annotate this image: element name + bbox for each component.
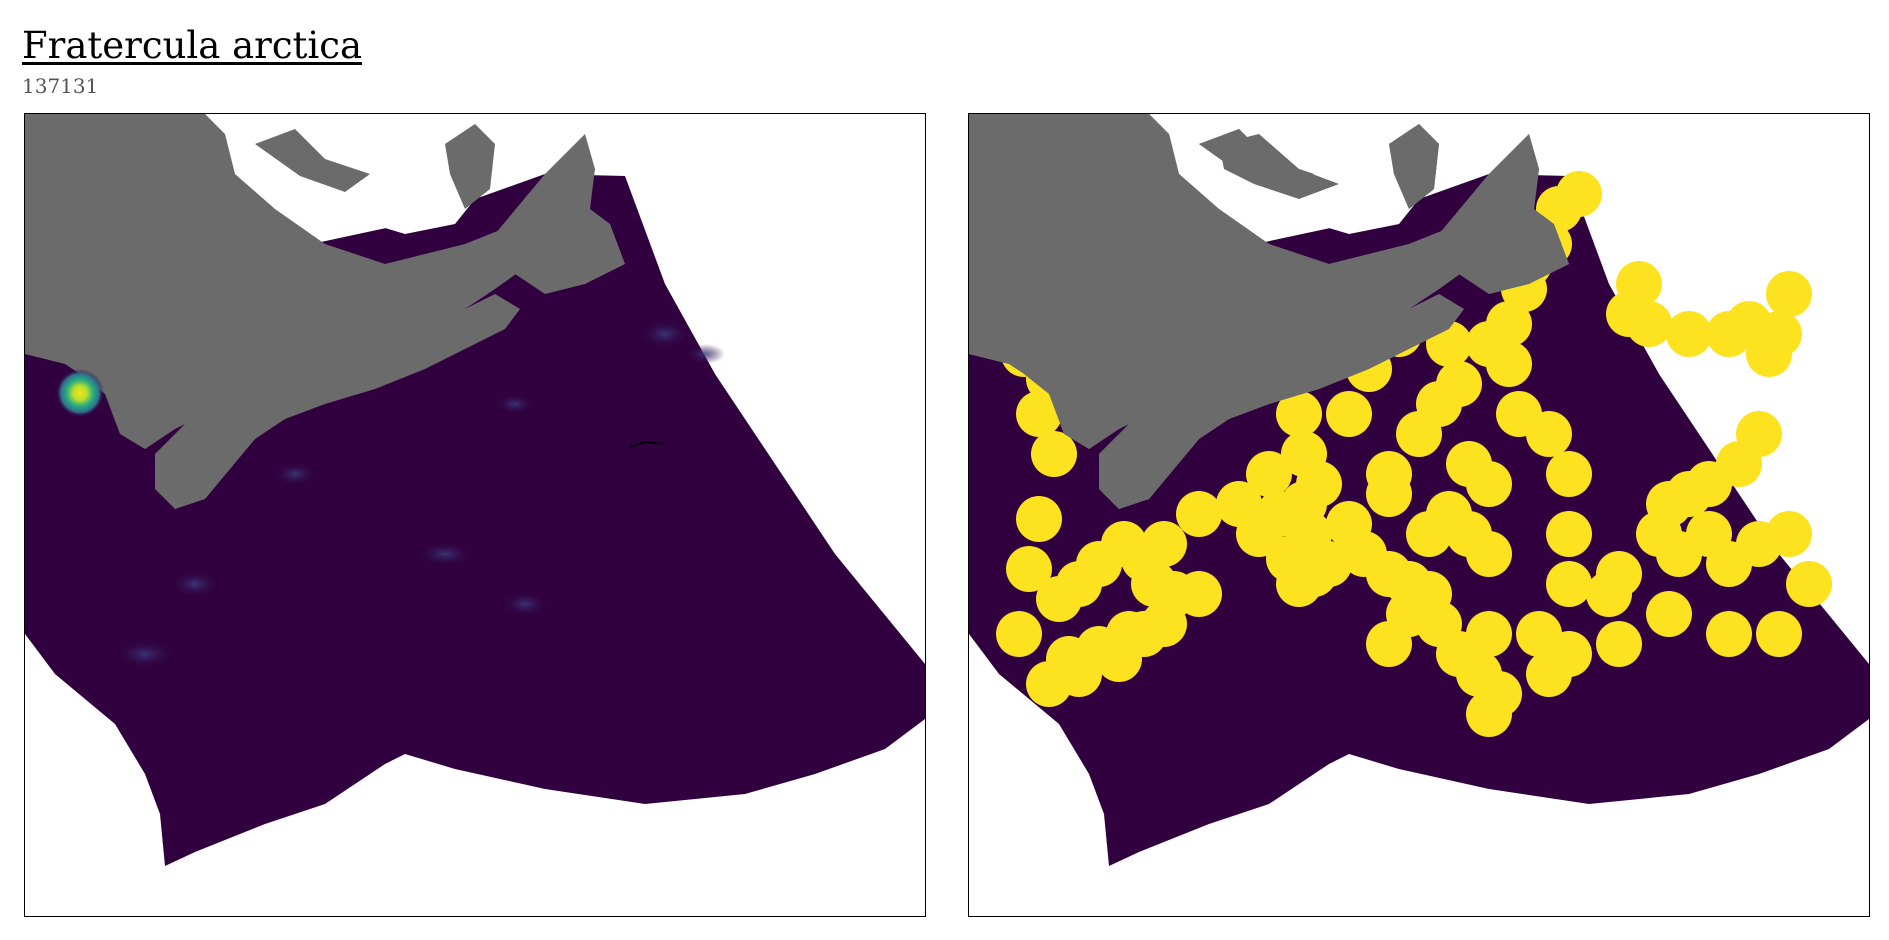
presence-buffer bbox=[1031, 431, 1077, 477]
presence-buffer bbox=[1756, 611, 1802, 657]
presence-buffer bbox=[1281, 431, 1327, 477]
occurrence-buffer-map bbox=[968, 113, 1870, 917]
presence-buffer bbox=[1466, 611, 1512, 657]
presence-buffer bbox=[1006, 546, 1052, 592]
mainland bbox=[25, 114, 585, 449]
presence-buffer bbox=[1596, 621, 1642, 667]
presence-buffer bbox=[1756, 311, 1802, 357]
presence-buffer bbox=[1766, 511, 1812, 557]
presence-buffer bbox=[1446, 511, 1492, 557]
northeast-island bbox=[495, 134, 625, 294]
presence-buffer bbox=[1786, 561, 1832, 607]
presence-buffer bbox=[1706, 611, 1752, 657]
presence-buffer bbox=[1546, 451, 1592, 497]
presence-buffer bbox=[1176, 491, 1222, 537]
peninsula bbox=[1099, 294, 1464, 509]
species-id: 137131 bbox=[22, 74, 99, 98]
presence-buffer bbox=[1666, 311, 1712, 357]
peninsula bbox=[155, 294, 520, 509]
presence-buffer bbox=[1016, 496, 1062, 542]
presence-buffer bbox=[1386, 591, 1432, 637]
presence-buffer bbox=[1766, 271, 1812, 317]
page-title: Fratercula arctica bbox=[22, 24, 363, 67]
presence-buffer bbox=[1556, 171, 1602, 217]
presence-buffer bbox=[1246, 451, 1292, 497]
presence-buffer bbox=[1646, 591, 1692, 637]
presence-buffer bbox=[1056, 651, 1102, 697]
presence-buffer bbox=[1276, 391, 1322, 437]
density-hotspot bbox=[56, 369, 104, 417]
mainland bbox=[969, 114, 1529, 449]
presence-buffer bbox=[1256, 491, 1302, 537]
presence-buffer bbox=[1121, 611, 1167, 657]
presence-buffer bbox=[1626, 301, 1672, 347]
presence-buffer bbox=[1436, 361, 1482, 407]
presence-buffer bbox=[1526, 651, 1572, 697]
presence-buffer bbox=[1141, 521, 1187, 567]
presence-buffer bbox=[1596, 551, 1642, 597]
presence-buffer bbox=[1546, 561, 1592, 607]
presence-buffer bbox=[996, 611, 1042, 657]
presence-buffer bbox=[1516, 611, 1562, 657]
presence-buffer bbox=[1466, 691, 1512, 737]
northeast-island bbox=[1439, 134, 1569, 294]
presence-buffer bbox=[1486, 301, 1532, 347]
presence-buffer bbox=[1366, 471, 1412, 517]
presence-buffer bbox=[1176, 571, 1222, 617]
presence-buffer bbox=[1486, 341, 1532, 387]
presence-buffer bbox=[1546, 511, 1592, 557]
predicted-density-map bbox=[24, 113, 926, 917]
presence-buffer bbox=[1016, 391, 1062, 437]
presence-buffer bbox=[1446, 441, 1492, 487]
presence-buffer bbox=[1496, 391, 1542, 437]
presence-buffer bbox=[1326, 391, 1372, 437]
